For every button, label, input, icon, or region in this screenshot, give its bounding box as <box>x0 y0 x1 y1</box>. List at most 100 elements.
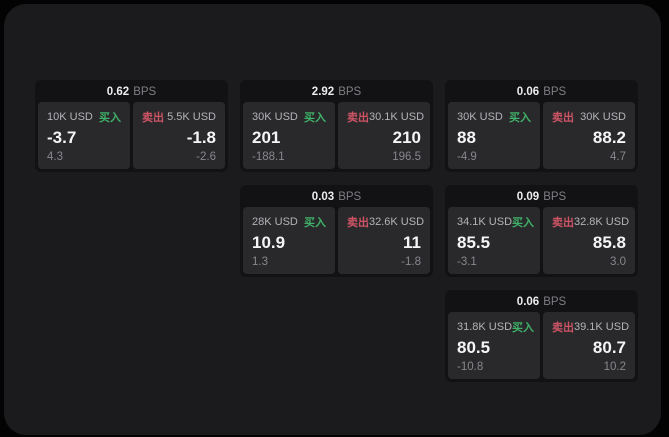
sell-sub-value: -1.8 <box>401 256 421 268</box>
sell-side-label: 卖出 <box>552 112 574 124</box>
buy-price: 80.5 <box>457 338 491 357</box>
sell-quote-tile[interactable]: 卖出 30K USD 88.2 4.7 <box>543 102 635 169</box>
buy-amount: 34.1K USD <box>457 216 513 228</box>
buy-side-label: 买入 <box>304 112 326 124</box>
sell-sub-value: -2.6 <box>196 151 216 163</box>
buy-sub-value: 4.3 <box>47 151 63 163</box>
buy-amount: 30K USD <box>457 111 503 123</box>
quote-card: 0.06 BPS 30K USD 买入 88 -4.9 卖出 30K USD 88… <box>445 80 638 172</box>
sell-price: -1.8 <box>186 128 216 147</box>
sell-amount: 32.8K USD <box>574 216 630 228</box>
buy-quote-top-row: 10K USD 买入 <box>47 109 121 125</box>
quote-card: 0.09 BPS 34.1K USD 买入 85.5 -3.1 卖出 32.8K … <box>445 185 638 277</box>
quote-card: 0.06 BPS 31.8K USD 买入 80.5 -10.8 卖出 39.1K… <box>445 290 638 382</box>
sell-quote-tile[interactable]: 卖出 32.8K USD 85.8 3.0 <box>543 207 635 274</box>
buy-quote-tile[interactable]: 30K USD 买入 201 -188.1 <box>243 102 335 169</box>
spread-bps-value: 0.03 <box>311 191 335 203</box>
spread-bps-value: 0.62 <box>106 86 130 98</box>
card-spread-header: 0.06 BPS <box>448 83 635 102</box>
buy-sub-value: 1.3 <box>252 256 268 268</box>
buy-price: 88 <box>457 128 476 147</box>
card-body: 30K USD 买入 88 -4.9 卖出 30K USD 88.2 4.7 <box>448 102 635 169</box>
buy-sub-value: -4.9 <box>457 151 477 163</box>
sell-side-label: 卖出 <box>347 112 369 124</box>
sell-quote-top-row: 卖出 30.1K USD <box>347 109 425 125</box>
sell-quote-top-row: 卖出 5.5K USD <box>142 109 216 125</box>
sell-side-label: 卖出 <box>552 217 574 229</box>
card-body: 10K USD 买入 -3.7 4.3 卖出 5.5K USD -1.8 -2.… <box>38 102 225 169</box>
sell-amount: 32.6K USD <box>369 216 425 228</box>
sell-price: 85.8 <box>592 233 626 252</box>
sell-amount: 39.1K USD <box>574 321 630 333</box>
sell-price: 80.7 <box>592 338 626 357</box>
sell-price: 210 <box>392 128 421 147</box>
sell-side-label: 卖出 <box>142 112 164 124</box>
card-spread-header: 0.62 BPS <box>38 83 225 102</box>
card-spread-header: 0.06 BPS <box>448 293 635 312</box>
card-body: 28K USD 买入 10.9 1.3 卖出 32.6K USD 11 -1.8 <box>243 207 430 274</box>
buy-sub-value: -188.1 <box>252 151 285 163</box>
buy-side-label: 买入 <box>512 217 535 229</box>
buy-quote-top-row: 34.1K USD 买入 <box>457 214 535 230</box>
sell-side-label: 卖出 <box>552 322 574 334</box>
quote-card: 0.03 BPS 28K USD 买入 10.9 1.3 卖出 32.6K USD… <box>240 185 433 277</box>
sell-amount: 30K USD <box>580 111 626 123</box>
buy-side-label: 买入 <box>509 112 531 124</box>
bps-unit-label: BPS <box>543 296 567 308</box>
sell-quote-top-row: 卖出 39.1K USD <box>552 319 630 335</box>
sell-sub-value: 4.7 <box>610 151 626 163</box>
buy-price: 201 <box>252 128 281 147</box>
sell-sub-value: 196.5 <box>392 151 421 163</box>
buy-sub-value: -3.1 <box>457 256 477 268</box>
bps-unit-label: BPS <box>543 86 567 98</box>
sell-quote-tile[interactable]: 卖出 5.5K USD -1.8 -2.6 <box>133 102 225 169</box>
spread-bps-value: 0.09 <box>516 191 540 203</box>
card-body: 34.1K USD 买入 85.5 -3.1 卖出 32.8K USD 85.8… <box>448 207 635 274</box>
buy-amount: 28K USD <box>252 216 298 228</box>
buy-quote-tile[interactable]: 30K USD 买入 88 -4.9 <box>448 102 540 169</box>
sell-quote-top-row: 卖出 32.8K USD <box>552 214 630 230</box>
buy-side-label: 买入 <box>99 112 121 124</box>
quote-card: 0.62 BPS 10K USD 买入 -3.7 4.3 卖出 5.5K USD … <box>35 80 228 172</box>
buy-quote-top-row: 28K USD 买入 <box>252 214 326 230</box>
buy-quote-tile[interactable]: 34.1K USD 买入 85.5 -3.1 <box>448 207 540 274</box>
quote-board: 0.62 BPS 10K USD 买入 -3.7 4.3 卖出 5.5K USD … <box>4 4 661 435</box>
buy-sub-value: -10.8 <box>457 361 484 373</box>
sell-side-label: 卖出 <box>347 217 369 229</box>
sell-quote-tile[interactable]: 卖出 39.1K USD 80.7 10.2 <box>543 312 635 379</box>
bps-unit-label: BPS <box>338 86 362 98</box>
buy-amount: 30K USD <box>252 111 298 123</box>
buy-quote-top-row: 30K USD 买入 <box>457 109 531 125</box>
sell-quote-top-row: 卖出 32.6K USD <box>347 214 425 230</box>
card-body: 31.8K USD 买入 80.5 -10.8 卖出 39.1K USD 80.… <box>448 312 635 379</box>
sell-price: 88.2 <box>592 128 626 147</box>
card-spread-header: 0.09 BPS <box>448 188 635 207</box>
spread-bps-value: 2.92 <box>311 86 335 98</box>
buy-amount: 31.8K USD <box>457 321 513 333</box>
buy-quote-tile[interactable]: 10K USD 买入 -3.7 4.3 <box>38 102 130 169</box>
sell-quote-tile[interactable]: 卖出 32.6K USD 11 -1.8 <box>338 207 430 274</box>
buy-side-label: 买入 <box>512 322 535 334</box>
bps-unit-label: BPS <box>338 191 362 203</box>
sell-quote-top-row: 卖出 30K USD <box>552 109 626 125</box>
spread-bps-value: 0.06 <box>516 296 540 308</box>
card-spread-header: 2.92 BPS <box>243 83 430 102</box>
sell-amount: 5.5K USD <box>167 111 216 123</box>
sell-sub-value: 10.2 <box>603 361 626 373</box>
bps-unit-label: BPS <box>543 191 567 203</box>
buy-amount: 10K USD <box>47 111 93 123</box>
sell-price: 11 <box>403 233 421 252</box>
buy-price: -3.7 <box>47 128 77 147</box>
buy-quote-tile[interactable]: 31.8K USD 买入 80.5 -10.8 <box>448 312 540 379</box>
buy-price: 10.9 <box>252 233 286 252</box>
sell-amount: 30.1K USD <box>369 111 425 123</box>
buy-quote-tile[interactable]: 28K USD 买入 10.9 1.3 <box>243 207 335 274</box>
buy-side-label: 买入 <box>304 217 326 229</box>
sell-quote-tile[interactable]: 卖出 30.1K USD 210 196.5 <box>338 102 430 169</box>
spread-bps-value: 0.06 <box>516 86 540 98</box>
buy-price: 85.5 <box>457 233 491 252</box>
card-body: 30K USD 买入 201 -188.1 卖出 30.1K USD 210 1… <box>243 102 430 169</box>
buy-quote-top-row: 30K USD 买入 <box>252 109 326 125</box>
bps-unit-label: BPS <box>133 86 157 98</box>
